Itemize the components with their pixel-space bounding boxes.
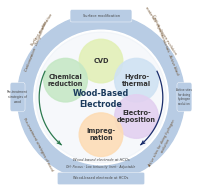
Circle shape [115,95,158,138]
Text: OH· Porous · Low tortuosity· Inert · Adjustable: OH· Porous · Low tortuosity· Inert · Adj… [66,165,136,169]
Text: Pre-treatment strategies of wood: Pre-treatment strategies of wood [22,117,54,172]
Text: CVD: CVD [93,58,109,64]
FancyBboxPatch shape [70,10,132,22]
FancyBboxPatch shape [177,83,192,111]
Text: Electro-
deposition: Electro- deposition [117,110,156,123]
Circle shape [44,58,87,102]
FancyBboxPatch shape [57,172,145,185]
Text: Chemical
reduction: Chemical reduction [48,74,83,87]
Circle shape [79,39,123,83]
Circle shape [115,58,158,102]
Text: Wood-based electrode at HCOs: Wood-based electrode at HCOs [73,158,129,162]
Circle shape [34,30,168,165]
Text: Active sites
for doing
hydrogen
evolution: Active sites for doing hydrogen evolutio… [177,88,192,106]
Text: Hydro-
thermal: Hydro- thermal [122,74,151,87]
Text: Impreg-
nation: Impreg- nation [86,128,116,141]
Circle shape [36,32,166,163]
FancyBboxPatch shape [10,83,25,111]
Circle shape [17,14,185,181]
Text: Surface modification: Surface modification [82,14,120,18]
Text: Pre-treatment
strategies of
wood: Pre-treatment strategies of wood [7,90,28,104]
Circle shape [79,113,123,156]
Text: Wood-based electrode at HCOs: Wood-based electrode at HCOs [73,177,129,180]
Text: Wood-Based
Electrode: Wood-Based Electrode [73,89,129,109]
Text: Carbonization · Delignification ·: Carbonization · Delignification · [24,18,49,72]
Text: Surface modification: Surface modification [30,13,54,47]
Text: materials · Hydrogen evolution: materials · Hydrogen evolution [144,5,177,55]
Text: Active sites for doing hydrogen
evolution: Active sites for doing hydrogen evolutio… [147,119,180,170]
Text: Carbon nanomaterials · Active black: Carbon nanomaterials · Active black [152,14,180,76]
